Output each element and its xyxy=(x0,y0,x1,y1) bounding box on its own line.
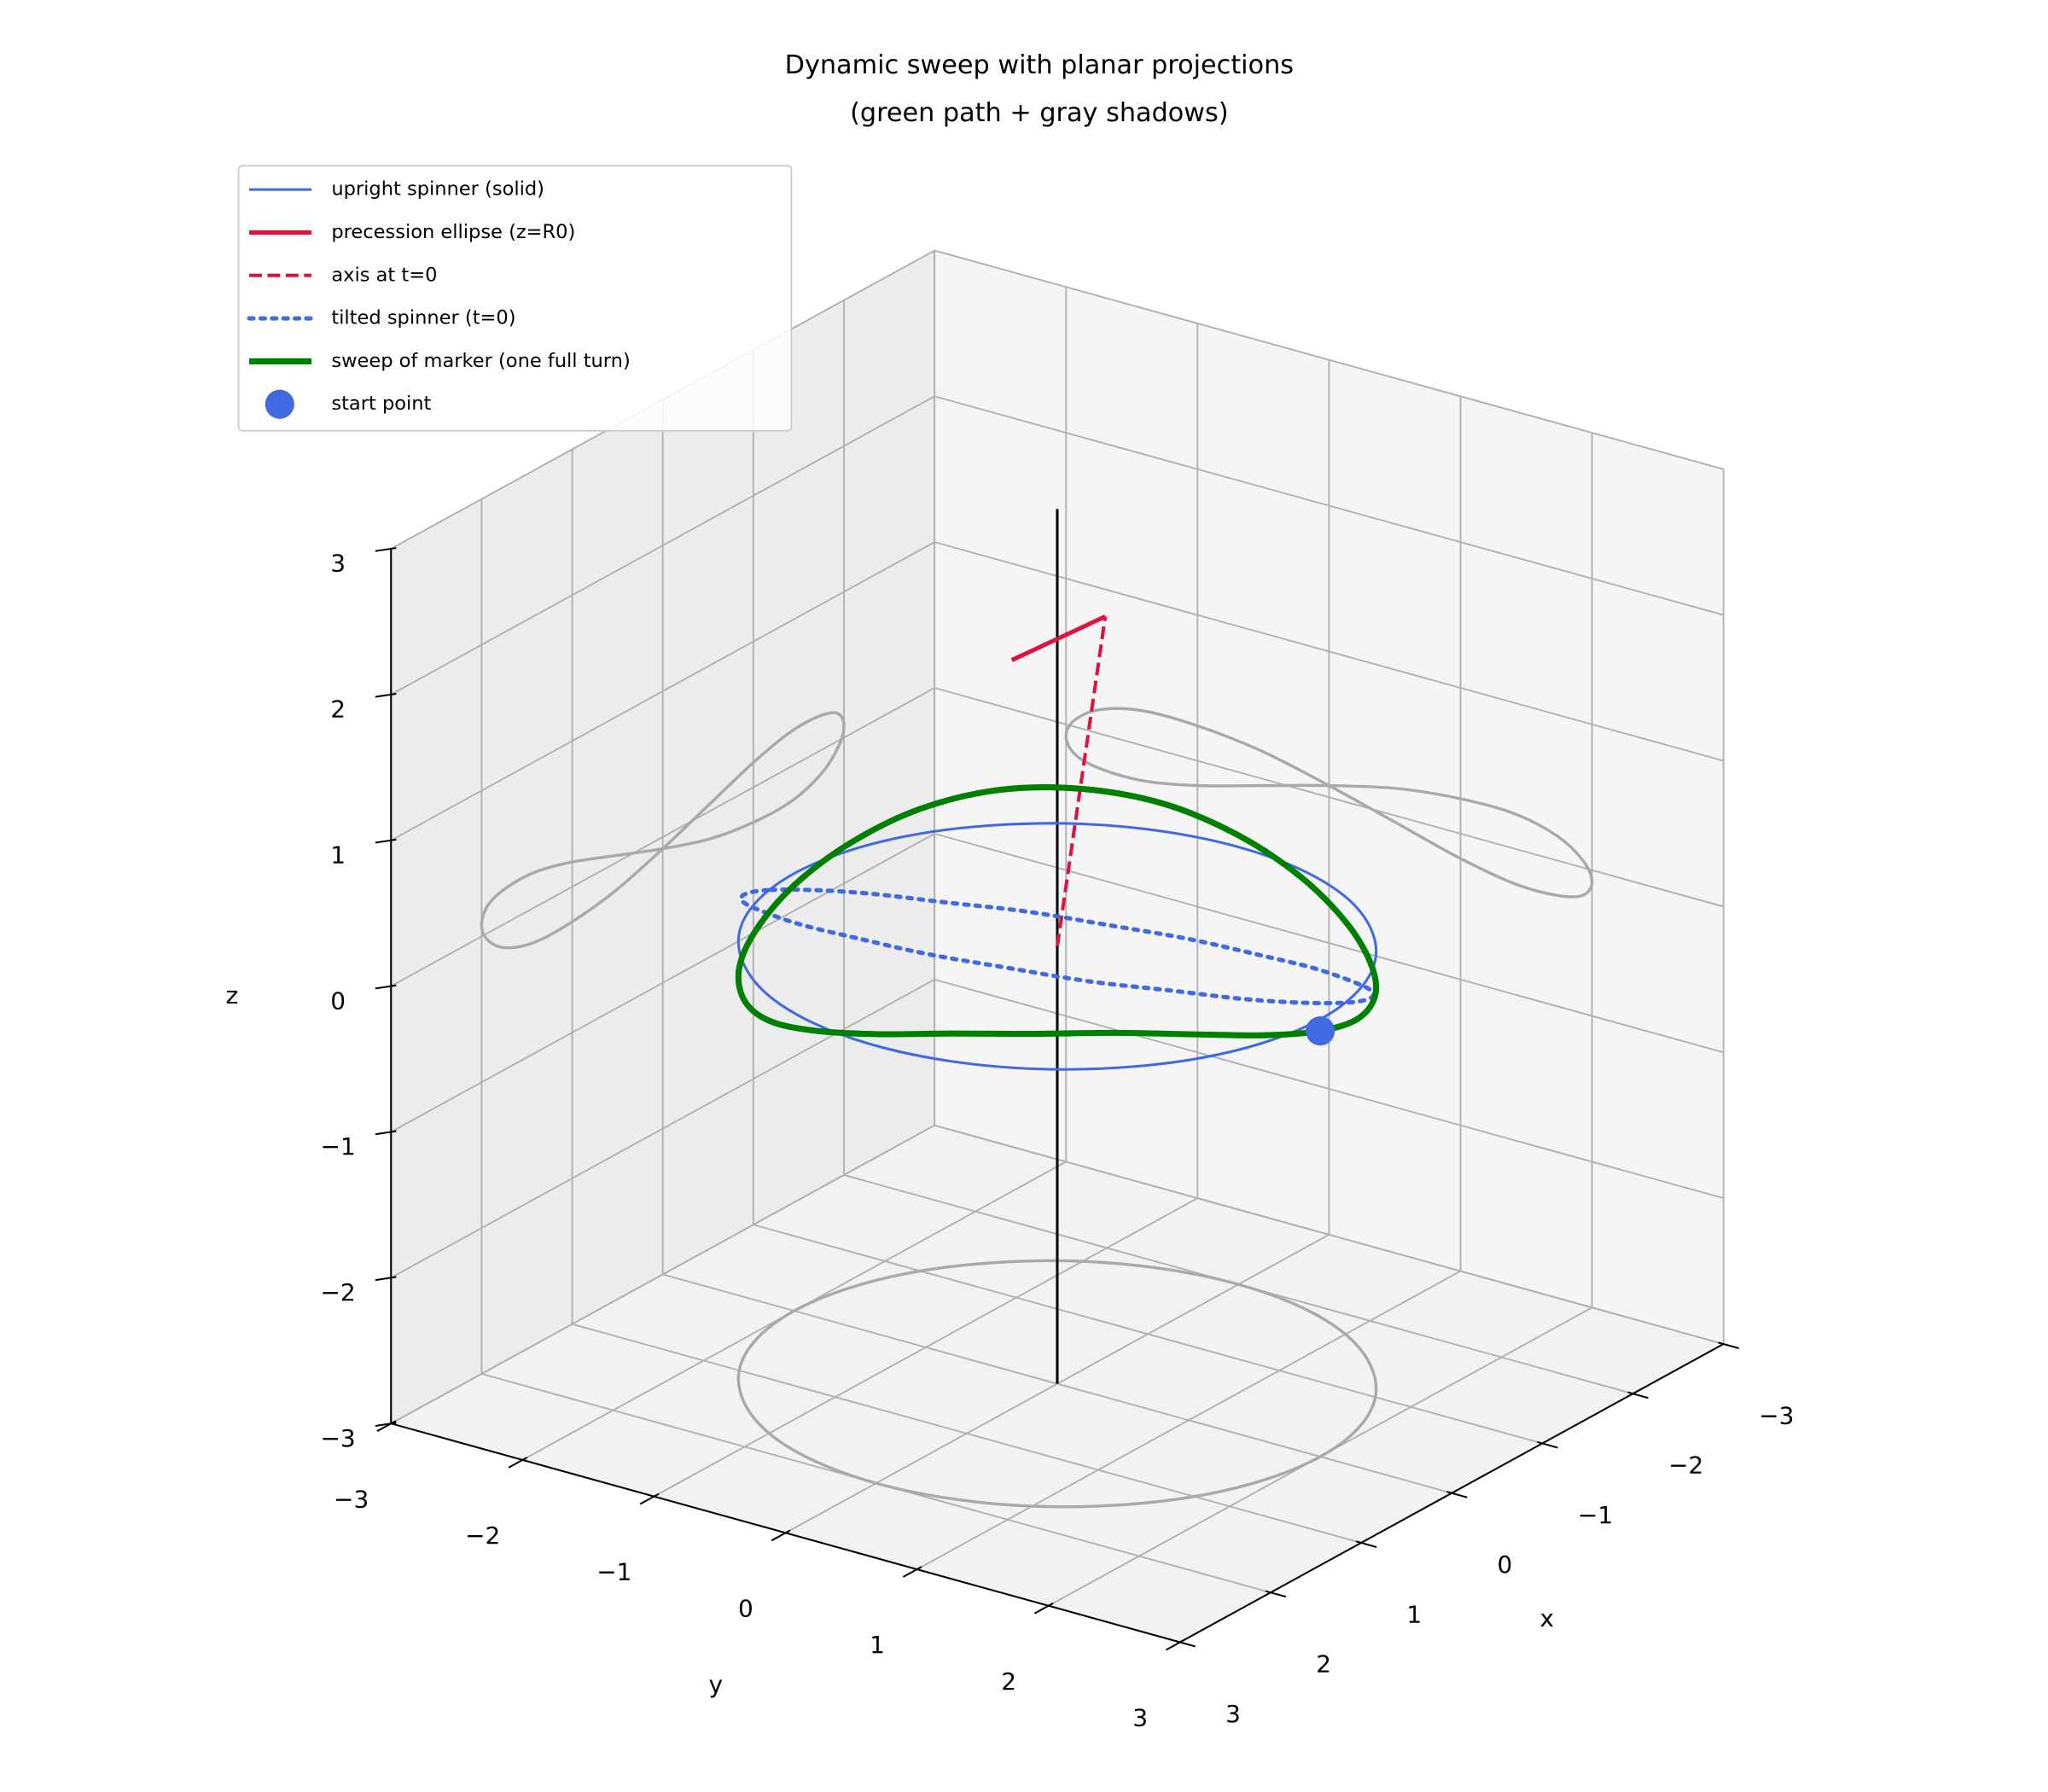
y-tick-label: 3 xyxy=(1132,1704,1148,1732)
x-tick xyxy=(1446,1491,1468,1498)
legend-box xyxy=(237,165,793,432)
shadow-left-wall xyxy=(480,711,846,950)
y-tick-label: −3 xyxy=(334,1485,369,1513)
y-tick xyxy=(639,1492,660,1505)
legend-label: upright spinner (solid) xyxy=(331,178,544,201)
z-axis-label: z xyxy=(226,981,239,1009)
z-tick-label: −3 xyxy=(321,1424,356,1452)
y-tick-label: 2 xyxy=(1001,1667,1016,1696)
shadow-floor xyxy=(736,1259,1378,1509)
grid-line xyxy=(390,541,935,841)
grid-line xyxy=(934,395,1724,616)
z-tick-label: 0 xyxy=(330,986,346,1015)
grid-line xyxy=(934,541,1724,762)
z-tick xyxy=(375,692,397,698)
legend-label: tilted spinner (t=0) xyxy=(331,307,515,329)
z-tick xyxy=(375,547,397,552)
x-tick xyxy=(1537,1440,1558,1449)
legend: upright spinner (solid) precession ellips… xyxy=(237,165,793,432)
series-line xyxy=(735,784,1380,1039)
y-tick xyxy=(771,1529,791,1542)
legend-label: sweep of marker (one full turn) xyxy=(331,350,630,372)
y-tick xyxy=(1033,1602,1054,1615)
x-tick xyxy=(1627,1391,1649,1399)
y-axis-label: y xyxy=(709,1671,724,1699)
grid-line xyxy=(390,1124,935,1425)
start-point xyxy=(1306,1016,1335,1046)
y-tick xyxy=(1166,1638,1185,1651)
legend-label: precession ellipse (z=R0) xyxy=(331,221,575,243)
y-tick-label: −2 xyxy=(465,1521,500,1550)
x-tick xyxy=(1355,1540,1377,1548)
grid-line xyxy=(934,1124,1724,1345)
x-tick-label: 3 xyxy=(1225,1700,1241,1728)
z-tick xyxy=(375,984,397,990)
series-line xyxy=(1010,614,1107,662)
y-tick-label: −1 xyxy=(596,1558,631,1586)
z-tick xyxy=(375,1130,397,1136)
series-line xyxy=(1055,616,1108,947)
y-tick xyxy=(902,1566,922,1578)
x-tick xyxy=(1265,1590,1287,1598)
x-tick-label: 0 xyxy=(1498,1551,1513,1579)
series-line xyxy=(738,887,1376,1006)
z-tick-label: 1 xyxy=(330,841,346,869)
z-tick-label: −2 xyxy=(321,1278,356,1306)
z-tick-label: −1 xyxy=(321,1132,356,1161)
z-tick xyxy=(375,838,397,844)
chart-subtitle: (green path + gray shadows) xyxy=(850,98,1229,128)
x-tick-label: 2 xyxy=(1316,1650,1331,1679)
legend-swatch xyxy=(265,389,294,419)
series-line xyxy=(736,822,1378,1071)
grid-line xyxy=(934,249,1724,470)
y-tick-label: 0 xyxy=(738,1594,753,1622)
grid-line xyxy=(390,979,935,1279)
x-tick-label: −1 xyxy=(1578,1501,1613,1529)
x-tick xyxy=(1174,1639,1196,1648)
y-tick xyxy=(508,1457,528,1469)
x-tick-label: 1 xyxy=(1406,1600,1422,1628)
chart-title: Dynamic sweep with planar projections xyxy=(785,50,1294,80)
z-tick-label: 3 xyxy=(330,550,346,578)
z-tick-label: 2 xyxy=(330,695,346,724)
grid-line xyxy=(916,1270,1461,1570)
x-tick-label: −2 xyxy=(1668,1452,1703,1480)
y-tick-label: 1 xyxy=(870,1631,885,1659)
grid-line xyxy=(653,1197,1198,1498)
z-tick xyxy=(375,1276,397,1282)
legend-label: axis at t=0 xyxy=(331,264,437,286)
grid-line xyxy=(390,833,935,1133)
grid-line xyxy=(934,687,1724,908)
legend-label: start point xyxy=(331,393,431,415)
grid-line xyxy=(934,833,1724,1054)
y-tick xyxy=(376,1420,397,1433)
x-tick-label: −3 xyxy=(1759,1401,1794,1429)
grid-line xyxy=(390,395,935,695)
grid-line xyxy=(390,687,935,987)
shadow-right-wall xyxy=(1064,707,1594,899)
grid-line xyxy=(934,978,1724,1200)
x-axis-label: x xyxy=(1540,1604,1555,1632)
x-tick xyxy=(1718,1341,1739,1349)
